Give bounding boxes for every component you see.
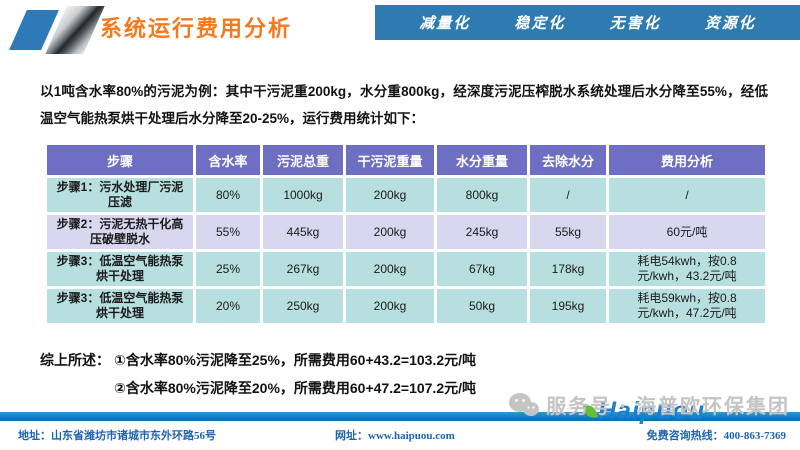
cell-dry-weight: 200kg <box>346 215 434 249</box>
cell-removed-water: / <box>530 178 606 212</box>
brand-logo: Haipuou <box>582 397 705 426</box>
cell-cost: 耗电59kwh，按0.8元/kwh，47.2元/吨 <box>609 289 765 323</box>
col-header-moisture: 含水率 <box>196 145 260 175</box>
footer-hotline: 免费咨询热线：400-863-7369 <box>646 430 786 442</box>
nav-item-stabilization[interactable]: 稳定化 <box>514 16 566 32</box>
table-row-step2: 步骤2：污泥无热干化高压破壁脱水 55% 445kg 200kg 245kg 5… <box>47 215 765 249</box>
company-logo-mark <box>8 4 105 54</box>
footer-address: 地址：山东省潍坊市诸城市东外环路56号 <box>18 430 216 442</box>
cell-moisture: 80% <box>196 178 260 212</box>
brand-logo-text: Haipuou <box>598 397 705 425</box>
wechat-icon <box>509 392 540 416</box>
col-header-water-weight: 水分重量 <box>437 145 527 175</box>
cost-analysis-table: 步骤 含水率 污泥总重 干污泥重量 水分重量 去除水分 费用分析 步骤1：污水处… <box>44 142 768 326</box>
summary-block: 综上所述： ①含水率80%污泥降至25%，所需费用60+43.2=103.2元/… <box>40 346 476 402</box>
cell-total-weight: 445kg <box>263 215 343 249</box>
col-header-removed-water: 去除水分 <box>530 145 606 175</box>
cell-step: 步骤3：低温空气能热泵烘干处理 <box>47 289 193 323</box>
cell-total-weight: 267kg <box>263 252 343 286</box>
cell-moisture: 55% <box>196 215 260 249</box>
cell-cost: 耗电54kwh，按0.8元/kwh，43.2元/吨 <box>609 252 765 286</box>
cell-water-weight: 67kg <box>437 252 527 286</box>
footer-website: 网址：www.haipuou.com <box>335 430 455 442</box>
cell-removed-water: 178kg <box>530 252 606 286</box>
col-header-total-weight: 污泥总重 <box>263 145 343 175</box>
nav-item-harmless[interactable]: 无害化 <box>609 16 661 32</box>
col-header-dry-weight: 干污泥重量 <box>346 145 434 175</box>
cell-cost: / <box>609 178 765 212</box>
top-nav-bar: 减量化 稳定化 无害化 资源化 <box>375 5 800 40</box>
cell-water-weight: 50kg <box>437 289 527 323</box>
summary-label: 综上所述： <box>40 352 110 368</box>
summary-line-2: ②含水率80%污泥降至20%，所需费用60+47.2=107.2元/吨 <box>114 380 476 396</box>
nav-item-reduction[interactable]: 减量化 <box>419 16 471 32</box>
cell-removed-water: 195kg <box>530 289 606 323</box>
watermark-text: 服务号 · 海普欧环保集团 <box>546 396 790 418</box>
cell-total-weight: 1000kg <box>263 178 343 212</box>
table-header-row: 步骤 含水率 污泥总重 干污泥重量 水分重量 去除水分 费用分析 <box>47 145 765 175</box>
col-header-step: 步骤 <box>47 145 193 175</box>
cell-step: 步骤1：污水处理厂污泥压滤 <box>47 178 193 212</box>
cell-step: 步骤3：低温空气能热泵烘干处理 <box>47 252 193 286</box>
cell-water-weight: 245kg <box>437 215 527 249</box>
col-header-cost-analysis: 费用分析 <box>609 145 765 175</box>
cell-removed-water: 55kg <box>530 215 606 249</box>
cell-dry-weight: 200kg <box>346 178 434 212</box>
cell-step: 步骤2：污泥无热干化高压破壁脱水 <box>47 215 193 249</box>
cell-water-weight: 800kg <box>437 178 527 212</box>
cell-dry-weight: 200kg <box>346 252 434 286</box>
table-row-step3-25: 步骤3：低温空气能热泵烘干处理 25% 267kg 200kg 67kg 178… <box>47 252 765 286</box>
page-title: 系统运行费用分析 <box>100 16 293 41</box>
summary-line-1: ①含水率80%污泥降至25%，所需费用60+43.2=103.2元/吨 <box>114 352 476 368</box>
cell-cost: 60元/吨 <box>609 215 765 249</box>
cell-moisture: 20% <box>196 289 260 323</box>
intro-paragraph: 以1吨含水率80%的污泥为例：其中干污泥重200kg，水分重800kg，经深度污… <box>40 84 768 126</box>
cell-dry-weight: 200kg <box>346 289 434 323</box>
cell-moisture: 25% <box>196 252 260 286</box>
wechat-watermark: 服务号 · 海普欧环保集团 <box>508 390 790 419</box>
footer-divider-bar <box>0 412 800 421</box>
nav-item-recycling[interactable]: 资源化 <box>704 16 756 32</box>
table-row-step1: 步骤1：污水处理厂污泥压滤 80% 1000kg 200kg 800kg / / <box>47 178 765 212</box>
table-row-step3-20: 步骤3：低温空气能热泵烘干处理 20% 250kg 200kg 50kg 195… <box>47 289 765 323</box>
cell-total-weight: 250kg <box>263 289 343 323</box>
